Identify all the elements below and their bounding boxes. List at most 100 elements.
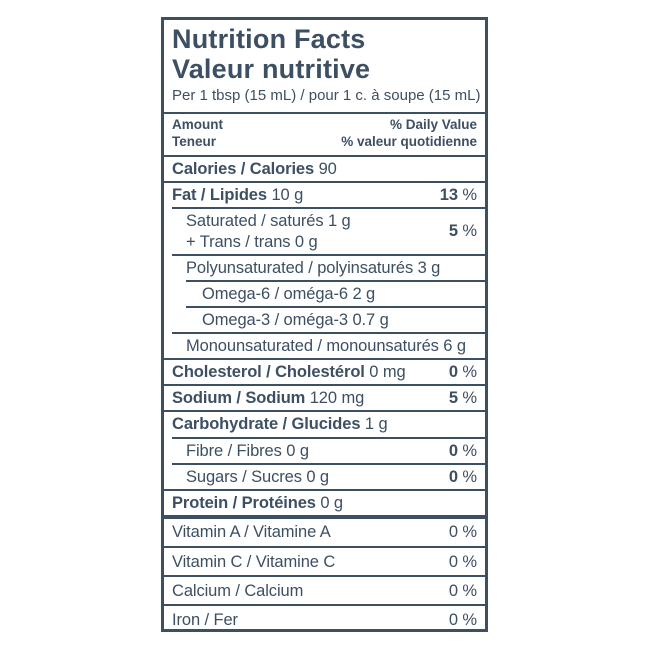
nutrient-name: Vitamin A / Vitamine A (172, 523, 331, 542)
row-label: Sugars / Sucres 0 g (186, 467, 329, 487)
nutrient-name: Sugars / Sucres (186, 467, 302, 486)
row-monounsaturated: Monounsaturated / monounsaturés 6 g (164, 334, 485, 358)
nutrient-name: Vitamin C / Vitamine C (172, 552, 336, 571)
daily-value: 0 % (443, 441, 477, 461)
divider (164, 181, 485, 184)
nutrient-name: Calcium / Calcium (172, 581, 304, 600)
row-vitamin-a: Vitamin A / Vitamine A 0 % (164, 519, 485, 546)
row-protein: Protein / Protéines 0 g (164, 491, 485, 515)
title-fr: Valeur nutritive (172, 53, 371, 84)
row-sodium: Sodium / Sodium 120 mg 5 % (164, 386, 485, 410)
nutrient-name: + Trans / trans (186, 232, 291, 251)
row-label: Monounsaturated / monounsaturés 6 g (186, 336, 466, 356)
daily-value-number: 0 (448, 610, 458, 629)
daily-value: 0 % (443, 610, 477, 629)
divider (172, 462, 485, 465)
amount-label-fr: Teneur (172, 134, 217, 150)
row-calories: Calories / Calories 90 (164, 157, 485, 181)
row-vitamin-c: Vitamin C / Vitamine C 0 % (164, 548, 485, 575)
row-label: Vitamin C / Vitamine C (172, 552, 335, 572)
row-label: Cholesterol / Cholestérol 0 mg (172, 362, 406, 382)
daily-value-number: 0 (448, 441, 458, 460)
row-saturated-trans: Saturated / saturés 1 g + Trans / trans … (164, 209, 485, 253)
amount-header-left: Amount Teneur (172, 117, 223, 151)
nutrient-amount: 120 mg (309, 389, 365, 408)
nutrient-name: Protein / Protéines (172, 493, 316, 512)
row-label: Protein / Protéines 0 g (172, 493, 343, 513)
daily-value-number: 13 (439, 186, 458, 205)
nutrient-amount: 0 g (294, 232, 318, 251)
daily-value: 0 % (443, 552, 477, 572)
nutrient-name: Polyunsaturated / polyinsaturés (186, 258, 414, 277)
row-label: Iron / Fer (172, 610, 238, 629)
daily-value-label-fr: % valeur quotidienne (341, 134, 477, 150)
percent-sign: % (462, 552, 477, 571)
amount-label-en: Amount (172, 117, 223, 133)
row-label: Saturated / saturés 1 g + Trans / trans … (186, 211, 351, 251)
row-fibre: Fibre / Fibres 0 g 0 % (164, 439, 485, 463)
nutrient-amount: 0 g (320, 493, 344, 512)
divider (164, 155, 485, 158)
divider (164, 112, 485, 115)
percent-sign: % (462, 186, 477, 205)
nutrient-amount: 2 g (352, 284, 376, 303)
daily-value-number: 0 (448, 467, 458, 486)
nutrient-name: Fat / Lipides (172, 186, 267, 205)
percent-sign: % (462, 441, 477, 460)
percent-sign: % (462, 523, 477, 542)
nutrient-amount: 90 (318, 160, 337, 179)
divider (164, 604, 485, 607)
divider-thick (164, 514, 485, 519)
nutrient-amount: 10 g (271, 186, 304, 205)
divider (164, 358, 485, 361)
nutrient-name: Omega-3 / oméga-3 (202, 310, 348, 329)
row-label: Polyunsaturated / polyinsaturés 3 g (186, 258, 440, 278)
nutrient-amount: 0 mg (369, 363, 406, 382)
row-label: Fat / Lipides 10 g (172, 185, 303, 205)
daily-value-number: 0 (448, 581, 458, 600)
nutrient-name: Carbohydrate / Glucides (172, 415, 361, 434)
row-sugars: Sugars / Sucres 0 g 0 % (164, 465, 485, 489)
nutrient-name: Monounsaturated / monounsaturés (186, 337, 439, 355)
divider (186, 305, 485, 308)
row-cholesterol: Cholesterol / Cholestérol 0 mg 0 % (164, 360, 485, 384)
daily-value-number: 0 (448, 552, 458, 571)
nutrient-amount: 0.7 g (352, 310, 389, 329)
divider (172, 207, 485, 210)
nutrient-name: Saturated / saturés (186, 212, 324, 231)
nutrient-amount: 6 g (443, 337, 466, 355)
divider (164, 410, 485, 413)
row-label: Calories / Calories 90 (172, 159, 337, 179)
divider (172, 253, 485, 256)
row-fat: Fat / Lipides 10 g 13 % (164, 183, 485, 207)
row-label: Carbohydrate / Glucides 1 g (172, 414, 388, 434)
row-omega-3: Omega-3 / oméga-3 0.7 g (164, 308, 485, 332)
row-label: Calcium / Calcium (172, 581, 303, 601)
amount-header-right: % Daily Value % valeur quotidienne (341, 117, 477, 151)
daily-value: 0 % (443, 467, 477, 487)
nutrient-name: Iron / Fer (172, 610, 238, 629)
nutrient-amount: 3 g (417, 258, 441, 277)
nutrient-amount: 0 g (286, 441, 309, 460)
daily-value-number: 5 (448, 389, 458, 408)
divider (172, 332, 485, 334)
percent-sign: % (462, 581, 477, 600)
percent-sign: % (462, 389, 477, 408)
divider (164, 546, 485, 548)
divider (186, 279, 485, 282)
nutrient-name: Omega-6 / oméga-6 (202, 284, 348, 303)
daily-value: 0 % (443, 362, 477, 382)
row-omega-6: Omega-6 / oméga-6 2 g (164, 282, 485, 306)
row-calcium: Calcium / Calcium 0 % (164, 577, 485, 604)
title-block: Nutrition Facts Valeur nutritive (164, 20, 485, 84)
row-label: Sodium / Sodium 120 mg (172, 388, 364, 408)
daily-value: 5 % (443, 388, 477, 408)
daily-value: 0 % (443, 581, 477, 601)
nutrient-amount: 0 g (306, 467, 330, 486)
row-iron: Iron / Fer 0 % (164, 606, 485, 629)
row-label: Vitamin A / Vitamine A (172, 522, 331, 542)
saturated-line: Saturated / saturés 1 g (186, 211, 351, 231)
daily-value-number: 5 (448, 222, 458, 241)
serving-size: Per 1 tbsp (15 mL) / pour 1 c. à soupe (… (172, 87, 481, 105)
